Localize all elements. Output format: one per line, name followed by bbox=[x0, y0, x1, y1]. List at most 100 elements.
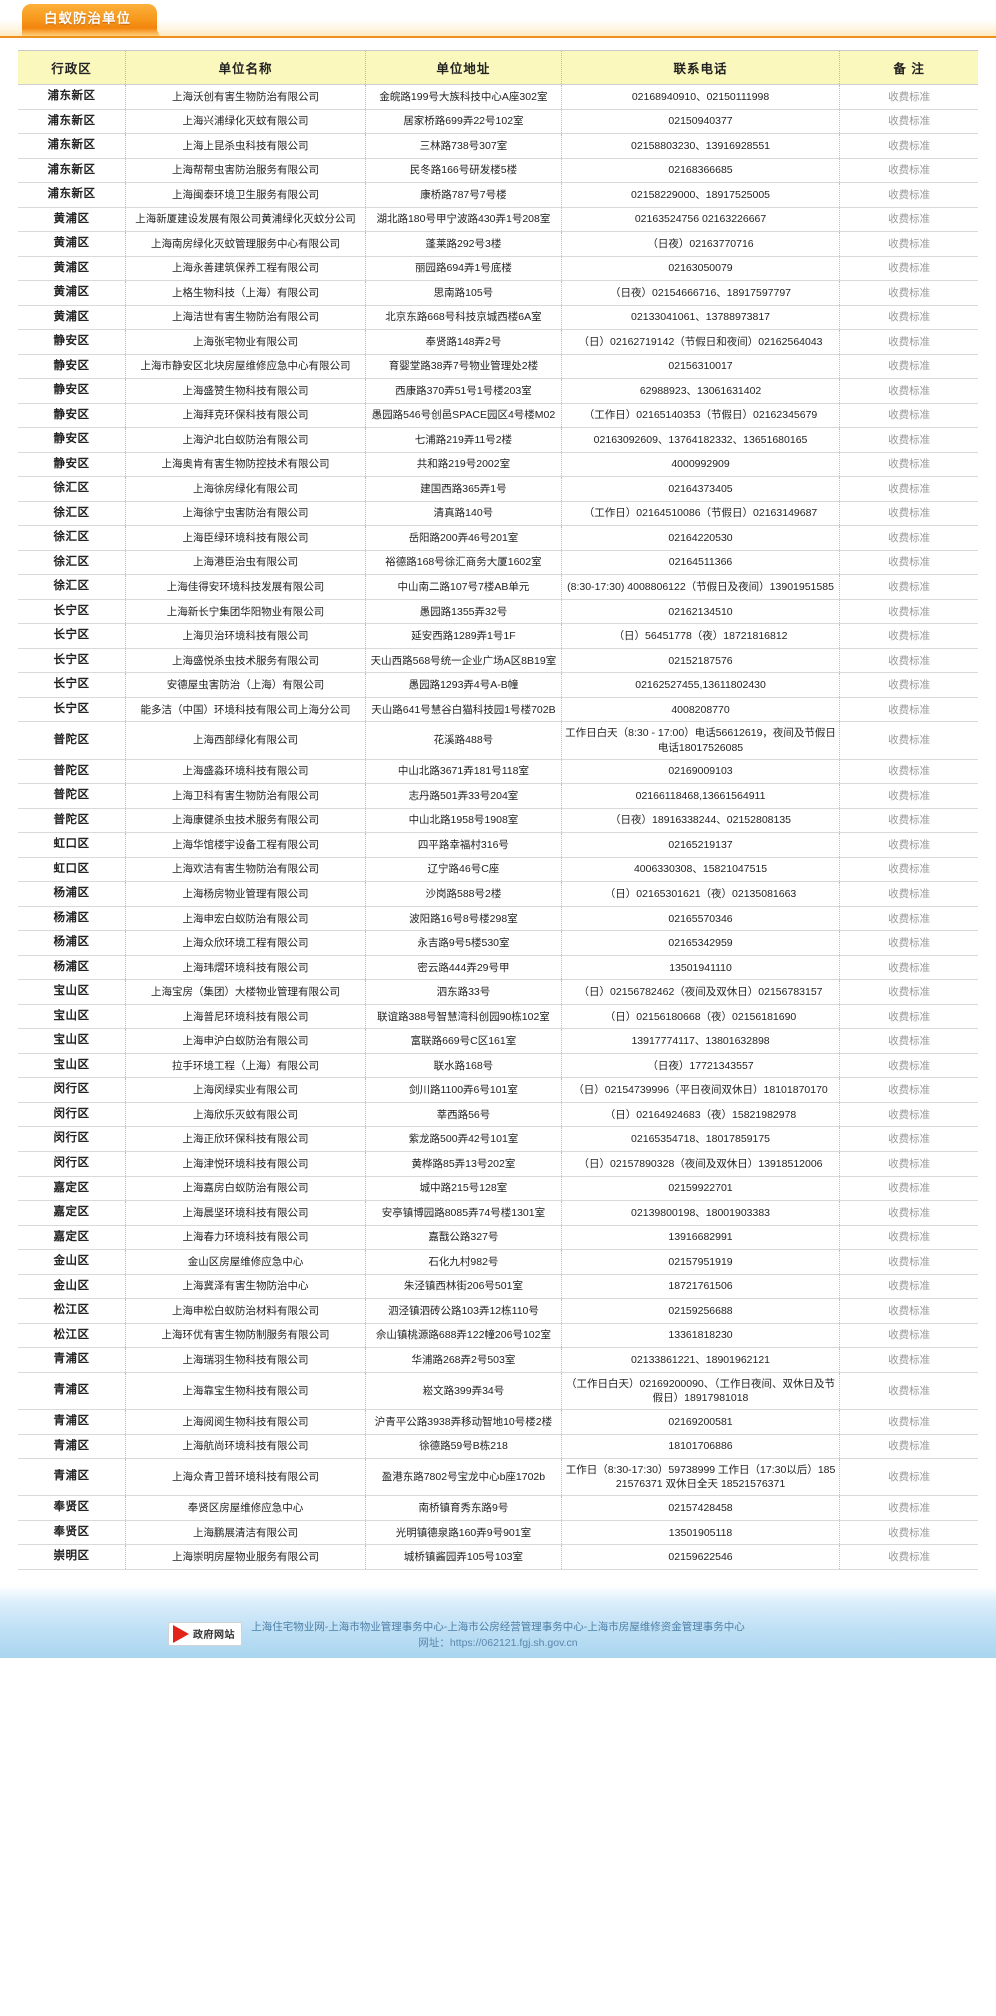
cell-contact-phone: （工作日）02164510086（节假日）02163149687 bbox=[561, 501, 841, 527]
cell-district: 静安区 bbox=[18, 452, 127, 478]
table-row: 虹口区 上海华馆楼宇设备工程有限公司 四平路幸福村316号 02165219137 收费… bbox=[18, 832, 978, 858]
cell-remark[interactable]: 收费标准 bbox=[839, 182, 978, 208]
cell-remark[interactable]: 收费标准 bbox=[839, 672, 978, 698]
cell-remark[interactable]: 收费标准 bbox=[839, 1495, 978, 1521]
cell-remark[interactable]: 收费标准 bbox=[839, 1053, 978, 1079]
cell-remark[interactable]: 收费标准 bbox=[839, 158, 978, 184]
cell-district: 闵行区 bbox=[18, 1102, 127, 1128]
cell-remark[interactable]: 收费标准 bbox=[839, 1077, 978, 1103]
cell-unit-name: 上海瑞羽生物科技有限公司 bbox=[125, 1347, 367, 1373]
cell-remark[interactable]: 收费标准 bbox=[839, 857, 978, 883]
cell-remark[interactable]: 收费标准 bbox=[839, 1544, 978, 1570]
cell-remark[interactable]: 收费标准 bbox=[839, 881, 978, 907]
footer-line-1: 上海住宅物业网-上海市物业管理事务中心-上海市公房经营管理事务中心-上海市房屋维… bbox=[251, 1620, 745, 1633]
cell-remark[interactable]: 收费标准 bbox=[839, 906, 978, 932]
cell-remark[interactable]: 收费标准 bbox=[839, 476, 978, 502]
cell-remark[interactable]: 收费标准 bbox=[839, 84, 978, 110]
cell-unit-address: 七浦路219弄11号2楼 bbox=[365, 427, 562, 453]
cell-remark[interactable]: 收费标准 bbox=[839, 1458, 978, 1497]
cell-remark[interactable]: 收费标准 bbox=[839, 525, 978, 551]
cell-remark[interactable]: 收费标准 bbox=[839, 1274, 978, 1300]
cell-remark[interactable]: 收费标准 bbox=[839, 648, 978, 674]
cell-remark[interactable]: 收费标准 bbox=[839, 955, 978, 981]
cell-remark[interactable]: 收费标准 bbox=[839, 550, 978, 576]
cell-contact-phone: 02139800198、18001903383 bbox=[561, 1200, 841, 1226]
cell-unit-address: 花溪路488号 bbox=[365, 721, 562, 760]
cell-remark[interactable]: 收费标准 bbox=[839, 1151, 978, 1177]
cell-remark[interactable]: 收费标准 bbox=[839, 1409, 978, 1435]
table-row: 青浦区 上海靠宝生物科技有限公司 崧文路399弄34号 （工作日白天）02169200… bbox=[18, 1372, 978, 1410]
cell-remark[interactable]: 收费标准 bbox=[839, 599, 978, 625]
cell-remark[interactable]: 收费标准 bbox=[839, 574, 978, 600]
cell-district: 浦东新区 bbox=[18, 109, 127, 135]
cell-unit-name: 上海帮帮虫害防治服务有限公司 bbox=[125, 158, 367, 184]
cell-unit-name: 上海盛赞生物科技有限公司 bbox=[125, 378, 367, 404]
cell-remark[interactable]: 收费标准 bbox=[839, 452, 978, 478]
cell-contact-phone: 02159622546 bbox=[561, 1544, 841, 1570]
cell-remark[interactable]: 收费标准 bbox=[839, 378, 978, 404]
cell-remark[interactable]: 收费标准 bbox=[839, 1176, 978, 1202]
cell-remark[interactable]: 收费标准 bbox=[839, 207, 978, 233]
cell-district: 青浦区 bbox=[18, 1409, 127, 1435]
cell-remark[interactable]: 收费标准 bbox=[839, 1347, 978, 1373]
cell-remark[interactable]: 收费标准 bbox=[839, 501, 978, 527]
cell-remark[interactable]: 收费标准 bbox=[839, 721, 978, 760]
cell-unit-address: 建国西路365弄1号 bbox=[365, 476, 562, 502]
cell-remark[interactable]: 收费标准 bbox=[839, 403, 978, 429]
cell-unit-name: 上海欣乐灭蚊有限公司 bbox=[125, 1102, 367, 1128]
cell-remark[interactable]: 收费标准 bbox=[839, 832, 978, 858]
cell-remark[interactable]: 收费标准 bbox=[839, 1200, 978, 1226]
cell-remark[interactable]: 收费标准 bbox=[839, 1126, 978, 1152]
cell-remark[interactable]: 收费标准 bbox=[839, 1004, 978, 1030]
government-site-badge[interactable]: 政府网站 bbox=[168, 1621, 242, 1646]
cell-remark[interactable]: 收费标准 bbox=[839, 930, 978, 956]
table-row: 普陀区 上海卫科有害生物防治有限公司 志丹路501弄33号204室 021661184… bbox=[18, 783, 978, 809]
cell-remark[interactable]: 收费标准 bbox=[839, 783, 978, 809]
cell-remark[interactable]: 收费标准 bbox=[839, 1323, 978, 1349]
table-row: 长宁区 上海盛悦杀虫技术服务有限公司 天山西路568号统一企业广场A区8B19室 02… bbox=[18, 648, 978, 674]
cell-remark[interactable]: 收费标准 bbox=[839, 354, 978, 380]
cell-remark[interactable]: 收费标准 bbox=[839, 1225, 978, 1251]
cell-contact-phone: 02159256688 bbox=[561, 1298, 841, 1324]
cell-unit-name: 上海闽泰环境卫生服务有限公司 bbox=[125, 182, 367, 208]
cell-remark[interactable]: 收费标准 bbox=[839, 808, 978, 834]
table-row: 闵行区 上海正欣环保科技有限公司 紫龙路500弄42号101室 02165354718… bbox=[18, 1126, 978, 1152]
cell-remark[interactable]: 收费标准 bbox=[839, 1249, 978, 1275]
cell-unit-address: 安亭镇博园路8085弄74号楼1301室 bbox=[365, 1200, 562, 1226]
cell-remark[interactable]: 收费标准 bbox=[839, 1298, 978, 1324]
cell-remark[interactable]: 收费标准 bbox=[839, 979, 978, 1005]
cell-remark[interactable]: 收费标准 bbox=[839, 109, 978, 135]
cell-remark[interactable]: 收费标准 bbox=[839, 1372, 978, 1410]
cell-unit-address: 居家桥路699弄22号102室 bbox=[365, 109, 562, 135]
cell-unit-name: 上海阅阅生物科技有限公司 bbox=[125, 1409, 367, 1435]
cell-contact-phone: 02150940377 bbox=[561, 109, 841, 135]
table-row: 杨浦区 上海众欣环境工程有限公司 永吉路9号5楼530室 02165342959 收费标… bbox=[18, 930, 978, 956]
cell-unit-name: 上海康健杀虫技术服务有限公司 bbox=[125, 808, 367, 834]
cell-unit-address: 联谊路388号智慧湾科创园90栋102室 bbox=[365, 1004, 562, 1030]
cell-remark[interactable]: 收费标准 bbox=[839, 1434, 978, 1460]
cell-contact-phone: 02164220530 bbox=[561, 525, 841, 551]
cell-remark[interactable]: 收费标准 bbox=[839, 759, 978, 785]
cell-remark[interactable]: 收费标准 bbox=[839, 256, 978, 282]
cell-remark[interactable]: 收费标准 bbox=[839, 1520, 978, 1546]
cell-district: 静安区 bbox=[18, 427, 127, 453]
cell-remark[interactable]: 收费标准 bbox=[839, 231, 978, 257]
cell-remark[interactable]: 收费标准 bbox=[839, 427, 978, 453]
cell-contact-phone: （工作日）02165140353（节假日）02162345679 bbox=[561, 403, 841, 429]
cell-contact-phone: 02163524756 02163226667 bbox=[561, 207, 841, 233]
cell-remark[interactable]: 收费标准 bbox=[839, 623, 978, 649]
cell-district: 黄浦区 bbox=[18, 231, 127, 257]
cell-remark[interactable]: 收费标准 bbox=[839, 1028, 978, 1054]
cell-remark[interactable]: 收费标准 bbox=[839, 133, 978, 159]
termite-control-units-table: 行政区 单位名称 单位地址 联系电话 备 注 浦东新区 上海沃创有害生物防治有限公… bbox=[18, 50, 978, 1570]
table-row: 静安区 上海张宅物业有限公司 奉贤路148弄2号 （日）02162719142（节假日… bbox=[18, 329, 978, 355]
cell-unit-name: 上海洁世有害生物防治有限公司 bbox=[125, 305, 367, 331]
cell-remark[interactable]: 收费标准 bbox=[839, 305, 978, 331]
cell-district: 青浦区 bbox=[18, 1434, 127, 1460]
cell-remark[interactable]: 收费标准 bbox=[839, 697, 978, 723]
cell-remark[interactable]: 收费标准 bbox=[839, 1102, 978, 1128]
cell-unit-name: 上海盛悦杀虫技术服务有限公司 bbox=[125, 648, 367, 674]
cell-remark[interactable]: 收费标准 bbox=[839, 329, 978, 355]
cell-remark[interactable]: 收费标准 bbox=[839, 280, 978, 306]
table-row: 浦东新区 上海帮帮虫害防治服务有限公司 民冬路166号研发楼5楼 0216836668… bbox=[18, 158, 978, 184]
